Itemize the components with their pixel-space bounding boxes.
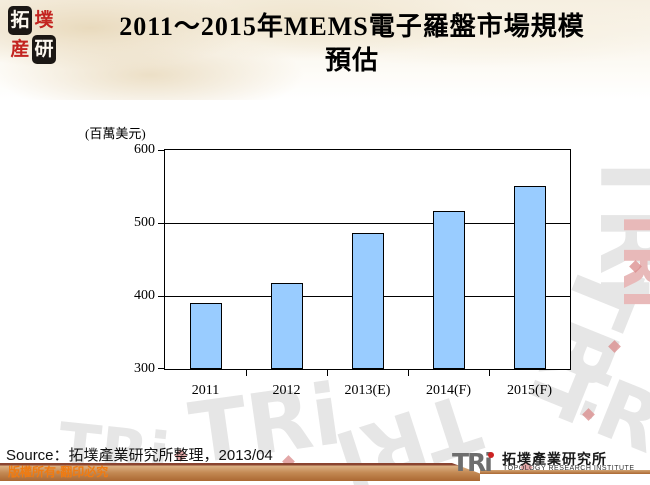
- copyright-strip: 版權所有•翻印必究: [0, 463, 480, 481]
- header: 拓 墣 産 研 2011～2015年MEMS電子羅盤市場規模 預估: [0, 0, 650, 100]
- y-axis-label-600: 600: [134, 142, 155, 157]
- bar-2014(F): [432, 211, 465, 369]
- y-axis-tick-400: [158, 296, 165, 297]
- tri-logo-red-dot-icon: [488, 452, 494, 458]
- x-axis-tick: [327, 370, 328, 376]
- x-axis-label-2011: 2011: [191, 383, 220, 398]
- y-axis-tick-500: [158, 223, 165, 224]
- x-axis-label-2012: 2012: [272, 383, 301, 398]
- y-axis-label-300: 300: [134, 361, 155, 376]
- page-title-line1: 2011～2015年MEMS電子羅盤市場規模: [119, 12, 585, 41]
- copyright-text: 版權所有•翻印必究: [8, 465, 109, 479]
- tri-logo-en-name: TOPOLOGY RESEARCH INSTITUTE: [503, 465, 635, 472]
- bar-2012: [270, 283, 303, 369]
- bar-2011: [189, 303, 222, 369]
- watermark-tri: TRi: [610, 204, 650, 310]
- page-title: 2011～2015年MEMS電子羅盤市場規模 預估: [62, 10, 642, 78]
- tri-company-logo: TRi 拓墣產業研究所 TOPOLOGY RESEARCH INSTITUTE: [452, 449, 648, 479]
- seal-char-1: 拓: [8, 6, 32, 35]
- seal-char-3: 産: [10, 39, 30, 60]
- gridline-500: [165, 223, 570, 224]
- seal-char-4: 研: [32, 35, 56, 64]
- bar-2013(E): [351, 233, 384, 369]
- y-axis-tick-600: [158, 150, 165, 151]
- source-line: Source：拓墣產業研究所整理，2013/04: [6, 447, 273, 464]
- company-seal-logo: 拓 墣 産 研: [8, 6, 56, 64]
- y-axis-label-500: 500: [134, 215, 155, 230]
- bar-2015(F): [513, 186, 546, 369]
- x-axis-tick: [489, 370, 490, 376]
- y-axis-tick-300: [158, 368, 165, 369]
- seal-char-2: 墣: [34, 10, 54, 31]
- x-axis-tick: [408, 370, 409, 376]
- x-axis-label-2015(F): 2015(F): [506, 383, 553, 398]
- plot-area: (百萬美元) 300 400 500 600 2011 2012 2013(E) 2014(F…: [85, 126, 571, 398]
- page-title-line2: 預估: [324, 46, 379, 75]
- tri-logo-cjk-name: 拓墣產業研究所: [502, 451, 607, 467]
- tri-logo-mark: TRi: [452, 448, 493, 477]
- x-axis-tick: [246, 370, 247, 376]
- x-axis-label-2014(F): 2014(F): [425, 383, 472, 398]
- x-axis-label-2013(E): 2013(E): [344, 383, 391, 398]
- y-axis-label-400: 400: [134, 288, 155, 303]
- y-axis-unit-label: (百萬美元): [85, 126, 146, 141]
- copyright-strip-thin-line: [480, 470, 650, 474]
